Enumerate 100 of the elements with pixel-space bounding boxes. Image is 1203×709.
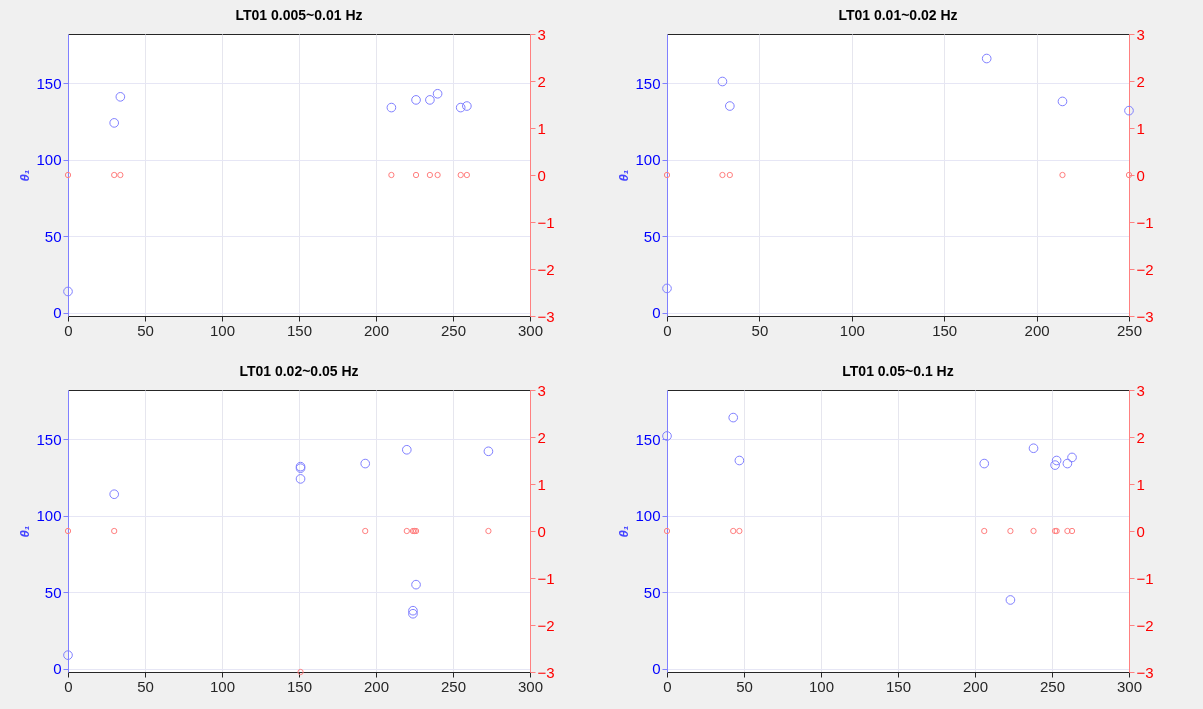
chart-title: LT01 0.005~0.01 Hz xyxy=(235,7,363,23)
point xyxy=(1005,595,1016,605)
y2-tick-label: 2 xyxy=(537,428,546,446)
point xyxy=(432,88,443,99)
x-tick-label: 150 xyxy=(885,677,912,695)
y-tick-label: 50 xyxy=(44,227,62,245)
point xyxy=(109,118,120,128)
chart-title: LT01 0.02~0.05 Hz xyxy=(239,363,359,379)
x-tick-label: 150 xyxy=(932,321,958,339)
x-tick-label: 200 xyxy=(962,677,989,695)
x-tick-label: 200 xyxy=(1024,321,1050,339)
y2-tick-label: −1 xyxy=(1136,213,1154,231)
y-axis-title: θ₁ xyxy=(17,169,33,182)
y-tick-label: 150 xyxy=(635,430,661,448)
y-tick-label: 150 xyxy=(36,430,62,448)
y-tick-label: 100 xyxy=(635,151,661,169)
point xyxy=(411,579,421,590)
x-tick-label: 50 xyxy=(137,321,154,339)
y-tick-label: 0 xyxy=(652,304,661,322)
y2-tick-label: −1 xyxy=(537,213,555,231)
point xyxy=(1124,105,1134,116)
point xyxy=(360,458,371,469)
x-tick-label: 0 xyxy=(64,321,73,339)
y-tick-label: 0 xyxy=(53,304,62,322)
point xyxy=(455,102,466,113)
x-tick-label: 0 xyxy=(663,321,672,339)
y2-tick-label: 1 xyxy=(537,119,546,137)
point xyxy=(979,458,990,469)
y2-tick-label: 3 xyxy=(1136,381,1145,399)
point xyxy=(425,95,435,105)
y2-tick-label: 0 xyxy=(537,522,546,540)
y-tick-label: 0 xyxy=(53,660,62,678)
x-tick-label: 200 xyxy=(363,321,390,339)
y2-tick-label: 2 xyxy=(1136,428,1145,446)
chart-title: LT01 0.01~0.02 Hz xyxy=(838,7,958,23)
y2-tick-label: 2 xyxy=(1136,72,1145,90)
point xyxy=(728,412,739,423)
y-axis-title: θ₁ xyxy=(17,525,33,538)
y-tick-label: 50 xyxy=(643,583,661,601)
y2-tick-label: 3 xyxy=(1136,25,1145,43)
x-tick-label: 50 xyxy=(137,677,154,695)
point xyxy=(1067,452,1077,463)
y-tick-label: 0 xyxy=(652,660,661,678)
x-tick-label: 150 xyxy=(286,321,313,339)
point xyxy=(725,101,735,111)
x-tick-label: 250 xyxy=(440,677,467,695)
point xyxy=(483,446,494,457)
point xyxy=(734,455,745,466)
y2-tick-label: 1 xyxy=(1136,119,1145,137)
point xyxy=(115,92,126,102)
point xyxy=(1051,455,1062,466)
chart-title: LT01 0.05~0.1 Hz xyxy=(842,363,954,379)
point xyxy=(662,283,672,294)
x-tick-label: 150 xyxy=(286,677,313,695)
x-tick-label: 100 xyxy=(209,677,236,695)
y2-tick-label: 2 xyxy=(537,72,546,90)
point xyxy=(717,76,728,87)
point xyxy=(63,286,73,297)
point xyxy=(386,102,397,113)
y-tick-label: 100 xyxy=(36,151,62,169)
point xyxy=(411,95,421,105)
point xyxy=(462,101,472,111)
point xyxy=(662,431,672,441)
point xyxy=(981,53,992,64)
y2-tick-label: −1 xyxy=(537,569,555,587)
y-axis-title: θ₁ xyxy=(616,169,632,182)
point xyxy=(295,474,306,484)
point xyxy=(1062,458,1073,469)
x-tick-label: 0 xyxy=(64,677,73,695)
y-tick-label: 50 xyxy=(44,583,62,601)
y2-tick-label: 1 xyxy=(1136,475,1145,493)
y2-tick-label: 3 xyxy=(537,25,546,43)
y2-tick-label: 0 xyxy=(537,166,546,184)
point xyxy=(63,650,73,660)
y2-tick-label: −2 xyxy=(1136,616,1154,634)
y-tick-label: 150 xyxy=(36,74,62,92)
y-axis-title: θ₁ xyxy=(616,525,632,538)
x-tick-label: 100 xyxy=(209,321,236,339)
point xyxy=(1050,460,1060,470)
y2-tick-label: −2 xyxy=(537,616,555,634)
x-tick-label: 250 xyxy=(1039,677,1066,695)
point xyxy=(1028,443,1039,454)
x-tick-label: 50 xyxy=(736,677,753,695)
y2-tick-label: 0 xyxy=(1136,166,1145,184)
point xyxy=(109,489,120,500)
y2-tick-label: 1 xyxy=(537,475,546,493)
x-tick-label: 250 xyxy=(440,321,467,339)
y2-tick-label: −2 xyxy=(1136,260,1154,278)
point xyxy=(401,444,412,455)
y2-tick-label: −2 xyxy=(537,260,555,278)
y-tick-label: 50 xyxy=(643,227,661,245)
y-tick-label: 100 xyxy=(635,507,661,525)
y2-tick-label: −1 xyxy=(1136,569,1154,587)
x-tick-label: 50 xyxy=(751,321,769,339)
y2-tick-label: 0 xyxy=(1136,522,1145,540)
y-tick-label: 150 xyxy=(635,74,661,92)
y2-tick-label: 3 xyxy=(537,381,546,399)
x-tick-label: 100 xyxy=(808,677,835,695)
x-tick-label: 200 xyxy=(363,677,390,695)
y-tick-label: 100 xyxy=(36,507,62,525)
